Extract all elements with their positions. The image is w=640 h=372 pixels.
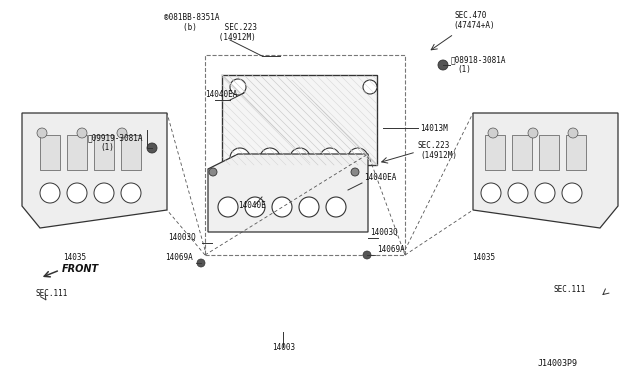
Circle shape	[67, 183, 87, 203]
Text: SEC.223: SEC.223	[418, 141, 451, 150]
Text: 14003: 14003	[272, 343, 295, 352]
Bar	[121, 135, 141, 170]
Bar	[205, 55, 405, 255]
Text: (1): (1)	[100, 143, 114, 152]
Text: 14003Q: 14003Q	[370, 228, 397, 237]
Circle shape	[121, 183, 141, 203]
Circle shape	[147, 143, 157, 153]
Text: 14040E: 14040E	[238, 201, 266, 210]
Bar	[222, 75, 377, 165]
Circle shape	[320, 148, 340, 168]
Text: (14912M): (14912M)	[420, 151, 457, 160]
Circle shape	[568, 128, 578, 138]
Circle shape	[37, 128, 47, 138]
Text: 14003Q: 14003Q	[168, 233, 196, 242]
Text: Ⓝ09919-3081A: Ⓝ09919-3081A	[88, 133, 143, 142]
Text: 14069A: 14069A	[377, 245, 404, 254]
Text: J14003P9: J14003P9	[538, 359, 578, 368]
Text: 14013M: 14013M	[420, 124, 448, 133]
Circle shape	[348, 148, 368, 168]
Text: (1): (1)	[457, 65, 471, 74]
Circle shape	[290, 148, 310, 168]
Text: SEC.111: SEC.111	[35, 289, 67, 298]
Circle shape	[94, 183, 114, 203]
Ellipse shape	[235, 183, 255, 193]
Circle shape	[562, 183, 582, 203]
Circle shape	[197, 259, 205, 267]
Circle shape	[326, 197, 346, 217]
Text: ®081BB-8351A: ®081BB-8351A	[164, 13, 220, 22]
Text: 14069A: 14069A	[165, 253, 193, 262]
Circle shape	[230, 148, 250, 168]
Bar	[94, 135, 114, 170]
Circle shape	[230, 79, 246, 95]
Circle shape	[299, 197, 319, 217]
Text: (b)      SEC.223: (b) SEC.223	[183, 23, 257, 32]
Circle shape	[77, 128, 87, 138]
Text: (47474+A): (47474+A)	[453, 21, 495, 30]
Circle shape	[535, 183, 555, 203]
Polygon shape	[22, 113, 167, 228]
Bar	[40, 135, 60, 170]
Text: 14035: 14035	[472, 253, 495, 262]
Circle shape	[488, 128, 498, 138]
Circle shape	[363, 80, 377, 94]
Circle shape	[351, 168, 359, 176]
Bar	[539, 135, 559, 170]
Circle shape	[508, 183, 528, 203]
Circle shape	[218, 197, 238, 217]
Ellipse shape	[319, 183, 339, 193]
Text: SEC.470: SEC.470	[455, 11, 488, 20]
Circle shape	[245, 197, 265, 217]
Bar	[222, 75, 377, 165]
Text: 14040EA: 14040EA	[364, 173, 396, 182]
Circle shape	[209, 168, 217, 176]
Ellipse shape	[263, 183, 283, 193]
Bar	[485, 135, 505, 170]
Polygon shape	[208, 154, 368, 232]
Text: FRONT: FRONT	[62, 264, 99, 274]
Text: 14035: 14035	[63, 253, 86, 262]
Bar	[512, 135, 532, 170]
Circle shape	[363, 251, 371, 259]
Polygon shape	[473, 113, 618, 228]
Circle shape	[272, 197, 292, 217]
Circle shape	[260, 148, 280, 168]
Circle shape	[438, 60, 448, 70]
Text: 14040EA: 14040EA	[205, 90, 237, 99]
Text: Ⓝ08918-3081A: Ⓝ08918-3081A	[451, 55, 506, 64]
Text: SEC.111: SEC.111	[554, 285, 586, 294]
Ellipse shape	[291, 183, 311, 193]
Circle shape	[40, 183, 60, 203]
Bar	[67, 135, 87, 170]
Circle shape	[117, 128, 127, 138]
Circle shape	[481, 183, 501, 203]
Text: (14912M): (14912M)	[191, 33, 256, 42]
Circle shape	[528, 128, 538, 138]
Bar	[566, 135, 586, 170]
